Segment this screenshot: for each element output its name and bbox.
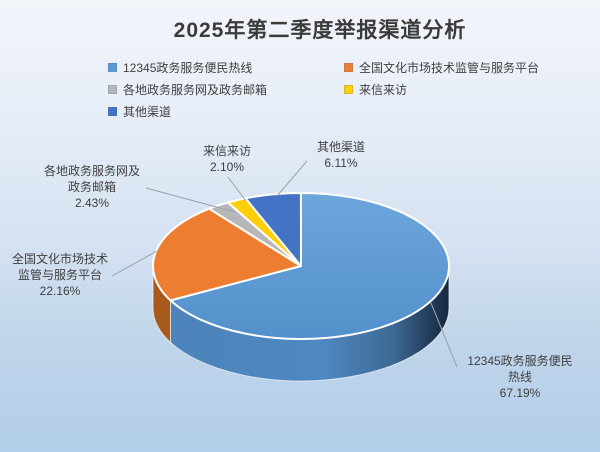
legend-label: 其他渠道 [123,104,172,119]
leader-line [430,302,458,368]
legend-item-national-platform: 全国文化市场技术监管与服务平台 [344,59,539,75]
pie-slice-0 [169,192,451,340]
data-label-line: 全国文化市场技术 [11,252,109,266]
leader-line [111,250,158,277]
chart-title: 2025年第二季度举报渠道分析 [173,19,467,42]
leader-line [276,160,308,197]
legend-item-gov-websites: 各地政务服务网及政务邮箱 [108,81,267,97]
data-label-value: 22.16% [39,284,81,298]
data-label-value: 6.11% [324,156,358,170]
legend-item-other-channels: 其他渠道 [108,103,267,119]
data-label-other-channels: 其他渠道 6.11% [317,139,365,171]
data-label-value: 67.19% [499,386,541,400]
legend-label: 全国文化市场技术监管与服务平台 [359,60,540,75]
data-label-value: 2.43% [74,196,110,210]
data-label-line: 各地政务服务网及 [43,164,141,178]
data-label-line: 监管与服务平台 [17,268,103,282]
pie-slice-4 [244,191,302,267]
leader-line [145,187,236,213]
data-label-line: 政务邮箱 [67,180,117,194]
data-label-gov-websites: 各地政务服务网及 政务邮箱 2.43% [44,163,140,211]
data-label-line: 来信来访 [202,144,252,158]
leader-lines [111,160,458,368]
legend-item-12345-hotline: 12345政务服务便民热线 [108,59,267,75]
legend-column-left: 12345政务服务便民热线 各地政务服务网及政务邮箱 其他渠道 [108,59,267,125]
leader-line [227,176,247,202]
pie-top-slices [152,191,451,340]
data-label-line: 其他渠道 [316,140,366,154]
data-label-letters-visits: 来信来访 2.10% [203,143,251,175]
legend-column-right: 全国文化市场技术监管与服务平台 来信来访 [344,59,539,103]
legend-label: 各地政务服务网及政务邮箱 [123,82,268,97]
legend-swatch-yellow [344,84,353,94]
legend-swatch-blue [108,62,117,72]
legend-swatch-orange [344,62,353,72]
data-label-12345-hotline: 12345政务服务便民 热线 67.19% [467,353,572,401]
data-label-line: 12345政务服务便民 [467,354,573,368]
legend-item-letters-visits: 来信来访 [344,81,539,97]
legend-label: 12345政务服务便民热线 [123,60,253,75]
legend-label: 来信来访 [359,82,408,97]
data-label-line: 热线 [507,370,532,384]
legend-swatch-darkblue [108,106,117,116]
data-label-national-platform: 全国文化市场技术 监管与服务平台 22.16% [12,251,108,299]
legend-swatch-gray [108,84,117,94]
data-label-value: 2.10% [209,160,245,174]
